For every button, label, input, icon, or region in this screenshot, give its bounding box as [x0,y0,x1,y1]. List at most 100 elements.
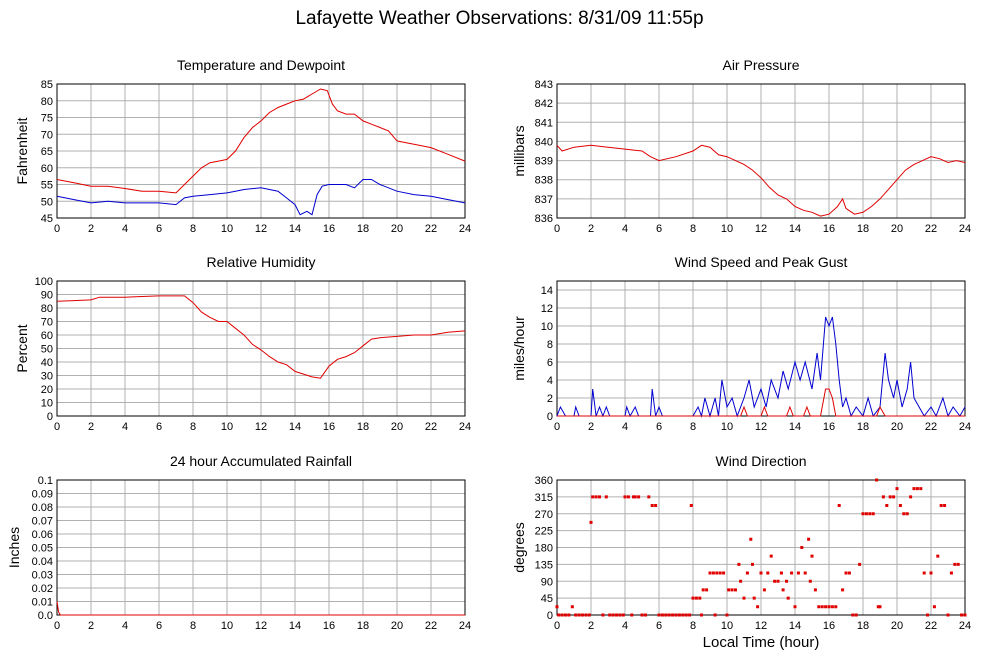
data-point [689,504,693,507]
data-point [963,613,967,617]
series-line-blue [56,179,466,216]
page-title: Lafayette Weather Observations: 8/31/09 … [295,8,704,29]
data-point [793,605,797,609]
data-point [824,605,828,609]
series-line-red [56,88,466,194]
data-point [681,613,685,617]
x-tick-label: 0 [554,421,560,433]
data-point [912,487,916,491]
x-tick-label: 8 [690,620,696,632]
x-tick-label: 6 [656,620,662,632]
x-tick-label: 12 [755,620,767,632]
data-point [946,613,950,617]
data-point [577,613,581,617]
x-tick-label: 12 [755,223,767,235]
data-point [698,596,702,600]
y-tick-label: 40 [41,357,53,369]
data-point [776,579,780,583]
y-tick-label: 70 [41,129,53,141]
x-tick-label: 2 [88,223,94,235]
x-tick-label: 12 [255,421,267,433]
data-point [601,613,605,617]
data-point [713,613,717,617]
x-tick-label: 24 [959,620,971,632]
y-tick-label: 0.06 [32,529,53,541]
x-tick-label: 24 [459,223,471,235]
x-tick-label: 16 [823,223,835,235]
y-tick-label: 80 [41,303,53,315]
data-point [608,613,612,617]
y-tick-label: 0.09 [32,489,53,501]
data-point [936,554,940,558]
x-tick-label: 18 [357,421,369,433]
data-point [632,495,635,499]
data-point [643,613,647,617]
data-point [574,613,578,617]
x-tick-label: 10 [721,223,733,235]
data-point [734,588,737,592]
x-tick-label: 22 [425,223,437,235]
y-tick-label: 0.04 [32,556,53,568]
y-tick-label: 80 [41,96,53,108]
x-tick-label: 8 [190,223,196,235]
y-tick-label: 840 [535,136,553,148]
data-point [654,504,658,507]
series-line-red [56,295,466,379]
x-tick-label: 8 [690,421,696,433]
x-tick-label: 8 [190,421,196,433]
y-tick-label: 0.05 [32,543,53,555]
data-point [876,605,880,609]
data-point [871,512,875,516]
y-tick-label: 0.01 [32,597,53,609]
data-point [647,495,651,499]
series-line-red [556,144,966,217]
y-tick-label: 10 [541,321,553,333]
y-tick-label: 65 [41,146,53,158]
data-point [762,588,766,592]
y-tick-label: 841 [535,117,553,129]
data-point [785,579,788,583]
data-point [953,562,957,566]
data-point [570,605,574,609]
data-point [671,613,675,617]
plot-frame [556,479,966,616]
data-point [813,588,817,592]
x-tick-label: 18 [857,421,869,433]
x-tick-label: 22 [925,620,937,632]
y-tick-label: 60 [41,330,53,342]
x-tick-label: 22 [425,620,437,632]
data-point [660,613,664,617]
x-tick-label: 24 [959,223,971,235]
data-point [611,613,615,617]
data-point [626,495,630,499]
x-tick-label: 6 [156,223,162,235]
y-tick-label: 225 [535,526,553,538]
y-tick-label: 0 [47,411,53,423]
x-tick-label: 2 [588,620,594,632]
data-point [739,579,743,583]
x-tick-label: 18 [857,223,869,235]
y-tick-label: 50 [41,344,53,356]
data-point [960,613,964,617]
x-tick-label: 8 [690,223,696,235]
data-point [779,571,783,575]
y-tick-label: 0.07 [32,516,53,528]
x-tick-label: 2 [588,421,594,433]
data-point [711,571,715,575]
data-point [637,495,641,499]
data-point [694,596,698,600]
x-tick-label: 4 [622,421,628,433]
y-tick-label: 0.0 [38,610,53,622]
y-tick-label: 2 [547,393,553,405]
data-point [594,495,598,499]
x-tick-label: 4 [122,223,128,235]
x-tick-label: 22 [925,421,937,433]
x-tick-label: 16 [323,421,335,433]
x-tick-label: 14 [789,421,801,433]
x-tick-label: 20 [891,620,903,632]
y-tick-label: 0.1 [38,475,53,487]
data-point [800,546,804,549]
y-tick-label: 90 [41,290,53,302]
